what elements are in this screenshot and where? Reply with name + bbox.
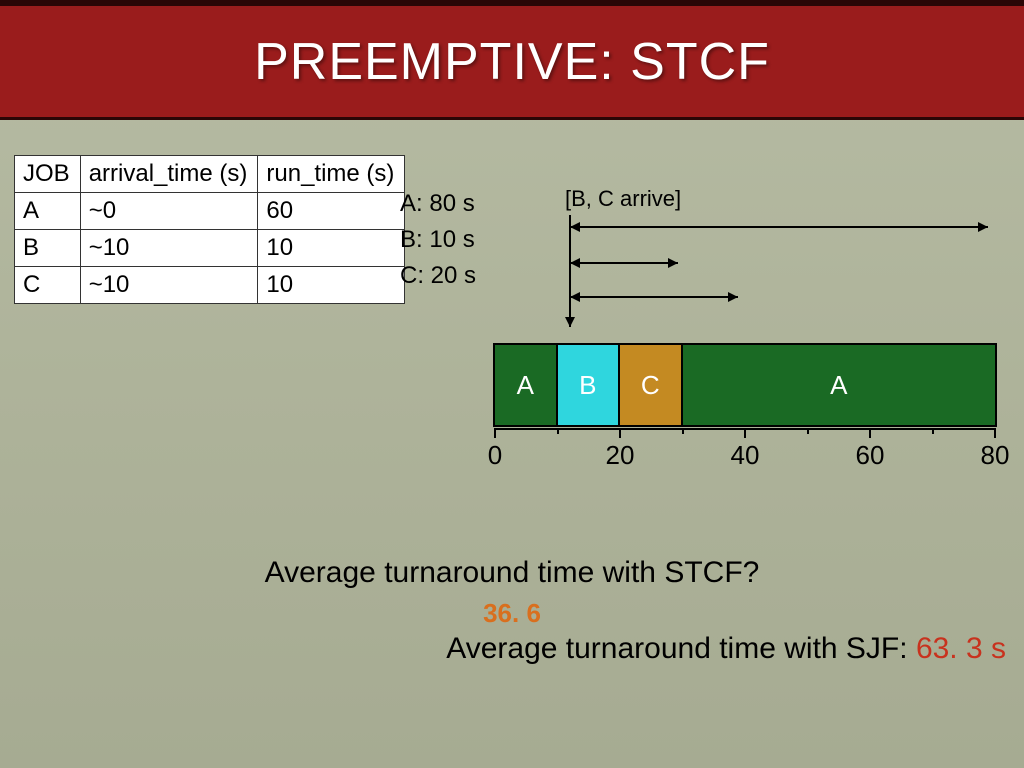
axis-tick-label: 0 xyxy=(488,440,502,471)
axis-tick-major xyxy=(869,428,871,438)
axis-tick-minor xyxy=(682,428,684,434)
col-arrival: arrival_time (s) xyxy=(80,156,258,193)
col-runtime: run_time (s) xyxy=(258,156,405,193)
gantt-segment: A xyxy=(495,345,558,425)
table-header-row: JOB arrival_time (s) run_time (s) xyxy=(15,156,405,193)
gantt-segment: C xyxy=(620,345,683,425)
gantt-segment: A xyxy=(683,345,996,425)
question-sjf-value: 63. 3 s xyxy=(916,632,1006,665)
axis-tick-major xyxy=(994,428,996,438)
arrows-svg xyxy=(510,215,990,335)
answer-stcf: 36. 6 xyxy=(0,598,1024,629)
arrive-label: [B, C arrive] xyxy=(565,186,681,212)
turnaround-a: A: 80 s xyxy=(400,186,476,222)
title-band: PREEMPTIVE: STCF xyxy=(0,0,1024,120)
axis-tick-major xyxy=(494,428,496,438)
col-job: JOB xyxy=(15,156,81,193)
question-sjf: Average turnaround time with SJF: 63. 3 … xyxy=(0,632,1024,666)
axis-tick-label: 40 xyxy=(731,440,760,471)
axis-tick-minor xyxy=(932,428,934,434)
axis-tick-minor xyxy=(807,428,809,434)
question-stcf: Average turnaround time with STCF? xyxy=(0,556,1024,590)
job-table: JOB arrival_time (s) run_time (s) A ~0 6… xyxy=(14,155,405,304)
slide-title: PREEMPTIVE: STCF xyxy=(254,32,770,92)
axis-tick-label: 80 xyxy=(981,440,1010,471)
axis-tick-label: 60 xyxy=(856,440,885,471)
turnaround-list: A: 80 s B: 10 s C: 20 s xyxy=(400,186,476,294)
turnaround-c: C: 20 s xyxy=(400,258,476,294)
axis-tick-major xyxy=(744,428,746,438)
gantt-segment: B xyxy=(558,345,621,425)
gantt-chart: ABCA xyxy=(495,345,995,425)
axis-tick-label: 20 xyxy=(606,440,635,471)
axis-tick-minor xyxy=(557,428,559,434)
table-row: C ~10 10 xyxy=(15,267,405,304)
question-sjf-prefix: Average turnaround time with SJF: xyxy=(446,632,916,665)
table-row: A ~0 60 xyxy=(15,193,405,230)
turnaround-b: B: 10 s xyxy=(400,222,476,258)
time-axis: 020406080 xyxy=(495,428,995,468)
axis-tick-major xyxy=(619,428,621,438)
table-row: B ~10 10 xyxy=(15,230,405,267)
slide: PREEMPTIVE: STCF JOB arrival_time (s) ru… xyxy=(0,0,1024,768)
